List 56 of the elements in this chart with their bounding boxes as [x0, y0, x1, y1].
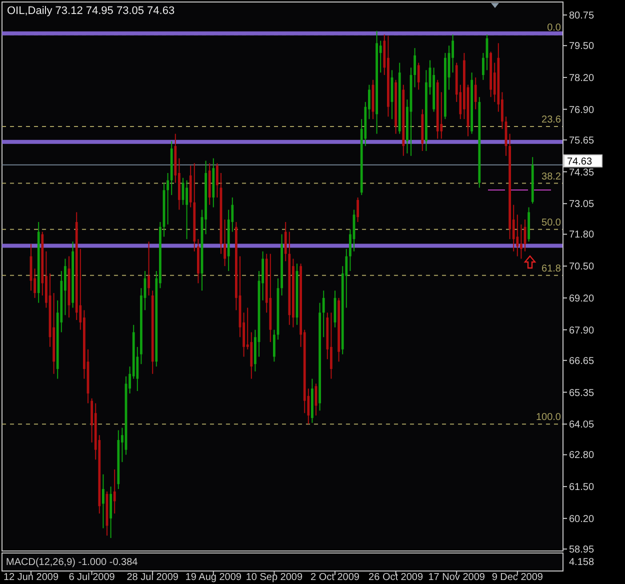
y-tick-label: 60.20 [569, 514, 594, 525]
annotation: 38.2 [542, 171, 562, 182]
x-tick-label: 28 Jul 2009 [126, 572, 179, 583]
candlestick [520, 224, 522, 260]
candlestick [224, 219, 226, 267]
candlestick [166, 172, 169, 225]
candlestick [148, 241, 150, 296]
candlestick [516, 214, 519, 257]
text: 4.158 [569, 557, 594, 568]
candlestick [474, 76, 477, 110]
candlestick [322, 290, 325, 338]
candlestick [102, 474, 104, 529]
x-tick-label: 2 Oct 2009 [310, 572, 360, 583]
y-tick-label: 78.20 [569, 72, 594, 84]
annotation: 61.8 [542, 263, 562, 274]
candlestick [452, 34, 454, 74]
y-tick-label: 73.05 [569, 199, 594, 210]
x-tick-label: 12 Jun 2009 [3, 572, 59, 583]
y-tick-label: 71.80 [569, 230, 594, 241]
y-tick-label: 64.05 [569, 420, 594, 431]
candlestick [356, 196, 359, 222]
y-tick-label: 75.65 [569, 135, 594, 146]
x-tick-label: 6 Jul 2009 [68, 572, 116, 583]
y-tick-label: 69.20 [569, 293, 594, 304]
candlestick [186, 180, 188, 240]
candlestick [414, 48, 416, 88]
x-tick-label: 9 Dec 2009 [492, 572, 544, 583]
chart-title: OIL,Daily 73.12 74.95 73.05 74.63 [7, 5, 175, 17]
y-tick-label: 76.90 [569, 104, 594, 116]
candlestick [113, 468, 116, 514]
x-tick-label: 10 Sep 2009 [246, 572, 303, 583]
y-tick-label: 67.90 [569, 325, 594, 336]
y-tick-label: 66.65 [569, 356, 594, 367]
y-tick-label: 65.35 [569, 388, 594, 399]
x-tick-label: 26 Oct 2009 [368, 572, 424, 583]
candlestick [482, 52, 484, 80]
candlestick [417, 62, 420, 90]
y-tick-label: 80.75 [569, 10, 594, 22]
y-tick-label: 61.50 [569, 482, 594, 494]
candlestick [273, 329, 276, 362]
annotation: 100.0 [536, 412, 562, 424]
y-tick-label: 62.80 [569, 450, 594, 462]
annotation: 23.6 [542, 114, 562, 126]
x-tick-label: 17 Nov 2009 [428, 572, 486, 583]
candlestick [216, 162, 218, 198]
text: MACD(12,26,9) -1.000 -0.384 [6, 557, 138, 568]
candlestick [330, 312, 332, 380]
y-tick-label: 79.50 [569, 41, 594, 52]
y-tick-label: 58.95 [569, 544, 594, 556]
annotation: 0.0 [547, 22, 562, 34]
ref-line-label: 74.63 [567, 156, 592, 168]
candlestick [284, 221, 287, 262]
y-tick-label: 70.50 [569, 262, 594, 273]
x-tick-label: 19 Aug 2009 [185, 572, 242, 583]
annotation: 50.0 [542, 217, 562, 228]
y-tick-label: 74.35 [569, 167, 594, 178]
